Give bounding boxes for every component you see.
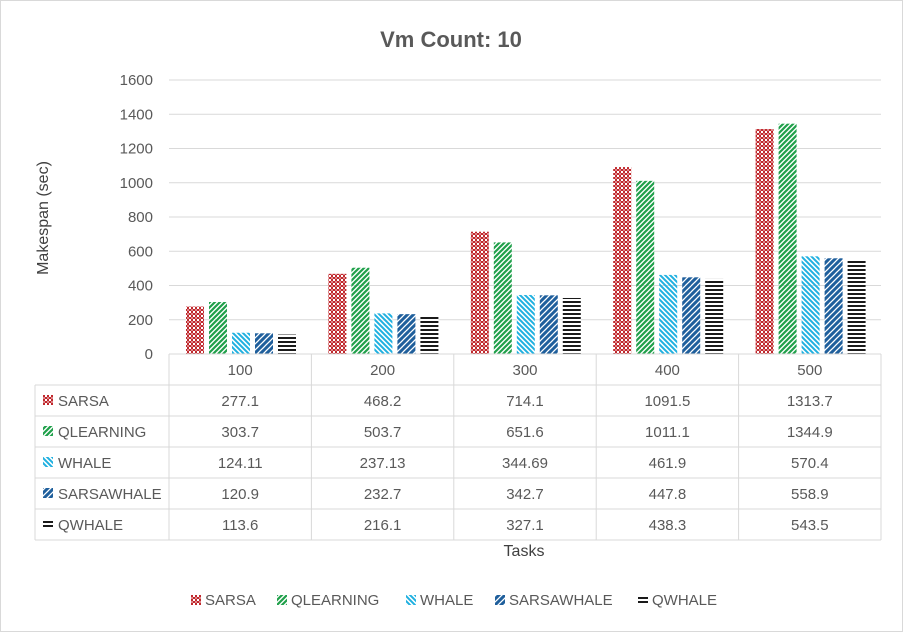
bar-qwhale-300 bbox=[562, 297, 581, 354]
table-cell-value: 232.7 bbox=[364, 486, 402, 503]
legend-label: QWHALE bbox=[652, 592, 717, 609]
table-series-label: QLEARNING bbox=[58, 424, 146, 441]
legend-key-qlearning bbox=[277, 595, 287, 605]
bar-qlearning-400 bbox=[636, 180, 655, 354]
bar-qwhale-500 bbox=[847, 260, 866, 354]
legend-label: SARSA bbox=[205, 592, 256, 609]
table-series-label: QWHALE bbox=[58, 517, 123, 534]
table-cell-value: 570.4 bbox=[791, 455, 829, 472]
y-tick-label: 600 bbox=[128, 243, 153, 260]
bar-sarsa-100 bbox=[186, 306, 204, 354]
bar-whale-400 bbox=[659, 274, 678, 354]
table-cell-value: 461.9 bbox=[649, 455, 687, 472]
bar-sarsa-200 bbox=[328, 273, 347, 354]
table-cell-value: 468.2 bbox=[364, 393, 402, 410]
table-cell-value: 438.3 bbox=[649, 517, 687, 534]
table-legend-key-whale bbox=[43, 457, 53, 467]
bar-sarsa-400 bbox=[613, 167, 632, 354]
table-cell-value: 651.6 bbox=[506, 424, 544, 441]
y-tick-label: 1000 bbox=[120, 175, 153, 192]
bar-whale-200 bbox=[374, 313, 393, 354]
bar-whale-100 bbox=[232, 332, 250, 354]
x-category-label: 100 bbox=[228, 362, 253, 379]
table-series-label: SARSAWHALE bbox=[58, 486, 162, 503]
legend-label: WHALE bbox=[420, 592, 473, 609]
table-cell-value: 303.7 bbox=[221, 424, 259, 441]
y-tick-label: 1400 bbox=[120, 106, 153, 123]
y-tick-label: 400 bbox=[128, 278, 153, 295]
table-legend-key-qwhale bbox=[43, 519, 53, 529]
table-cell-value: 327.1 bbox=[506, 517, 544, 534]
bar-sarsa-500 bbox=[755, 129, 774, 354]
table-cell-value: 1091.5 bbox=[644, 393, 690, 410]
table-cell-value: 503.7 bbox=[364, 424, 402, 441]
y-tick-label: 200 bbox=[128, 312, 153, 329]
legend-key-qwhale bbox=[638, 595, 648, 605]
table-legend-key-sarsawhale bbox=[43, 488, 53, 498]
y-axis-title: Makespan (sec) bbox=[35, 161, 52, 275]
bar-qlearning-200 bbox=[351, 267, 370, 354]
bar-qlearning-300 bbox=[493, 242, 512, 354]
x-category-label: 400 bbox=[655, 362, 680, 379]
table-cell-value: 558.9 bbox=[791, 486, 829, 503]
table-cell-value: 216.1 bbox=[364, 517, 402, 534]
table-cell-value: 1011.1 bbox=[645, 424, 690, 441]
bar-qwhale-200 bbox=[420, 316, 439, 354]
table-series-label: WHALE bbox=[58, 455, 111, 472]
bar-qwhale-400 bbox=[705, 278, 724, 354]
table-cell-value: 277.1 bbox=[221, 393, 259, 410]
y-tick-label: 1200 bbox=[120, 141, 153, 158]
table-cell-value: 124.11 bbox=[218, 455, 263, 472]
x-category-label: 300 bbox=[512, 362, 537, 379]
x-category-label: 500 bbox=[797, 362, 822, 379]
table-cell-value: 342.7 bbox=[506, 486, 544, 503]
bar-sarsawhale-400 bbox=[682, 277, 701, 354]
y-tick-label: 0 bbox=[145, 346, 153, 363]
table-cell-value: 1344.9 bbox=[787, 424, 833, 441]
bar-sarsawhale-300 bbox=[539, 295, 558, 354]
y-tick-label: 1600 bbox=[120, 72, 153, 89]
bar-sarsawhale-100 bbox=[255, 333, 273, 354]
table-cell-value: 120.9 bbox=[221, 486, 259, 503]
table-cell-value: 1313.7 bbox=[787, 393, 833, 410]
table-legend-key-sarsa bbox=[43, 395, 53, 405]
bar-qlearning-100 bbox=[209, 301, 227, 354]
bar-qlearning-500 bbox=[778, 123, 797, 354]
table-cell-value: 447.8 bbox=[649, 486, 687, 503]
chart-title: Vm Count: 10 bbox=[380, 27, 522, 52]
legend-label: QLEARNING bbox=[291, 592, 379, 609]
bar-sarsa-300 bbox=[470, 231, 489, 354]
table-legend-key-qlearning bbox=[43, 426, 53, 436]
y-tick-label: 800 bbox=[128, 209, 153, 226]
table-cell-value: 543.5 bbox=[791, 517, 829, 534]
bar-whale-500 bbox=[801, 256, 820, 354]
table-series-label: SARSA bbox=[58, 393, 109, 410]
x-category-label: 200 bbox=[370, 362, 395, 379]
table-cell-value: 113.6 bbox=[222, 517, 258, 534]
legend-key-sarsawhale bbox=[495, 595, 505, 605]
bar-whale-300 bbox=[516, 294, 535, 354]
table-cell-value: 714.1 bbox=[506, 393, 544, 410]
legend-label: SARSAWHALE bbox=[509, 592, 613, 609]
bar-sarsawhale-500 bbox=[824, 258, 843, 354]
legend-key-sarsa bbox=[191, 595, 201, 605]
table-cell-value: 344.69 bbox=[502, 455, 548, 472]
x-axis-title: Tasks bbox=[504, 543, 545, 560]
bar-qwhale-100 bbox=[278, 334, 296, 354]
legend-key-whale bbox=[406, 595, 416, 605]
bar-sarsawhale-200 bbox=[397, 314, 416, 354]
table-cell-value: 237.13 bbox=[360, 455, 406, 472]
